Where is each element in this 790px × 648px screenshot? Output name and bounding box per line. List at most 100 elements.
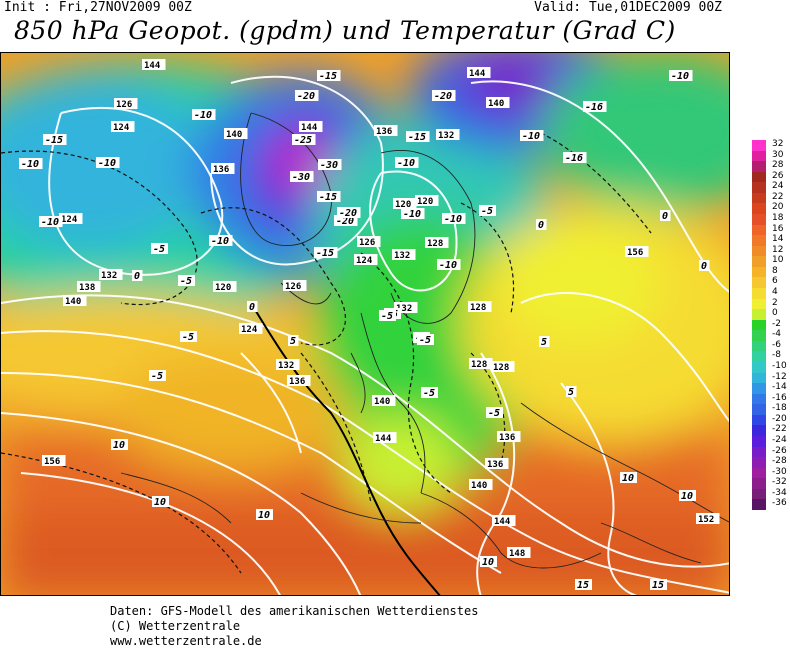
label-background: [479, 205, 496, 216]
geopotential-label: 128: [470, 303, 486, 313]
legend-label: 6: [772, 276, 778, 287]
temperature-label: 15: [652, 580, 664, 591]
legend-swatch: [752, 309, 766, 321]
label-background: [290, 171, 314, 182]
label-background: [437, 259, 461, 270]
temperature-label: 0: [134, 271, 140, 282]
label-background: [276, 359, 300, 370]
legend-label: 22: [772, 191, 784, 202]
label-background: [679, 490, 696, 501]
label-background: [669, 70, 693, 81]
label-background: [96, 157, 120, 168]
geopotential-label: 144: [469, 69, 486, 79]
label-background: [283, 280, 307, 291]
label-background: [486, 407, 503, 418]
legend-label: -32: [772, 477, 787, 488]
legend-swatch: [752, 383, 766, 395]
label-background: [99, 269, 123, 280]
label-background: [256, 509, 273, 520]
legend-swatch: [752, 266, 766, 278]
legend-label: 2: [772, 297, 778, 308]
geopotential-label: 140: [374, 397, 390, 407]
geopotential-label: 128: [471, 360, 487, 370]
page-title: 850 hPa Geopot. (gpdm) und Temperatur (G…: [14, 16, 676, 45]
label-background: [39, 216, 63, 227]
geopotential-label: 132: [394, 251, 410, 261]
label-background: [485, 458, 509, 469]
label-background: [421, 387, 438, 398]
label-background: [425, 237, 449, 248]
temperature-label: 10: [113, 440, 125, 451]
temperature-label: -10: [194, 110, 212, 121]
legend-swatch: [752, 488, 766, 500]
legend-label: -34: [772, 487, 787, 498]
label-background: [650, 579, 667, 590]
label-background: [492, 515, 516, 526]
label-background: [149, 370, 166, 381]
geopotential-label: 144: [375, 434, 392, 444]
legend-swatch: [752, 499, 766, 511]
legend-label: -22: [772, 424, 787, 435]
geopotential-label: 120: [417, 197, 433, 207]
temperature-label: -10: [397, 158, 415, 169]
legend-swatch: [752, 362, 766, 374]
label-background: [334, 215, 358, 226]
label-background: [392, 249, 416, 260]
temperature-label: 10: [154, 497, 166, 508]
legend-label: -4: [772, 329, 781, 340]
label-background: [142, 59, 166, 70]
valid-time: Valid: Tue,01DEC2009 00Z: [534, 0, 722, 15]
temperature-label: -10: [671, 71, 689, 82]
label-background: [480, 556, 497, 567]
temperature-label: -15: [319, 192, 337, 203]
label-background: [379, 310, 396, 321]
label-background: [354, 254, 378, 265]
label-background: [696, 513, 720, 524]
temperature-label: 10: [681, 491, 693, 502]
legend-swatch: [752, 140, 766, 152]
label-background: [468, 301, 492, 312]
geopotential-label: 140: [226, 130, 242, 140]
label-background: [42, 455, 66, 466]
temperature-label: -10: [41, 217, 59, 228]
label-background: [575, 579, 592, 590]
geopotential-label: 126: [116, 100, 132, 110]
legend-label: 14: [772, 234, 784, 245]
init-time: Init : Fri,27NOV2009 00Z: [4, 0, 192, 15]
legend-swatch: [752, 457, 766, 469]
geopotential-label: 140: [65, 297, 81, 307]
legend-swatch: [752, 425, 766, 437]
temperature-label: -5: [151, 371, 163, 382]
legend-swatch: [752, 203, 766, 215]
label-background: [394, 302, 418, 313]
label-background: [239, 323, 263, 334]
legend-swatch: [752, 436, 766, 448]
temperature-label: -5: [381, 311, 393, 322]
temperature-label: -5: [180, 276, 192, 287]
label-background: [295, 90, 319, 101]
legend-swatch: [752, 414, 766, 426]
legend-label: 20: [772, 202, 784, 213]
legend-label: -20: [772, 413, 787, 424]
legend-swatch: [752, 235, 766, 247]
label-background: [432, 90, 456, 101]
label-background: [213, 281, 237, 292]
legend-label: 26: [772, 170, 784, 181]
temperature-label: 5: [290, 336, 296, 347]
label-background: [566, 386, 577, 397]
temperature-label: -10: [439, 260, 457, 271]
label-background: [63, 295, 87, 306]
label-background: [132, 270, 143, 281]
label-background: [620, 472, 637, 483]
legend-swatch: [752, 467, 766, 479]
geopotential-label: 120: [395, 200, 411, 210]
legend-swatch: [752, 298, 766, 310]
geopotential-label: 156: [44, 457, 60, 467]
label-background: [625, 246, 649, 257]
label-background: [539, 336, 550, 347]
temperature-label: -5: [182, 332, 194, 343]
legend-swatch: [752, 161, 766, 173]
footer-url[interactable]: www.wetterzentrale.de: [110, 634, 262, 648]
temperature-label: -15: [45, 135, 63, 146]
legend-swatch: [752, 192, 766, 204]
